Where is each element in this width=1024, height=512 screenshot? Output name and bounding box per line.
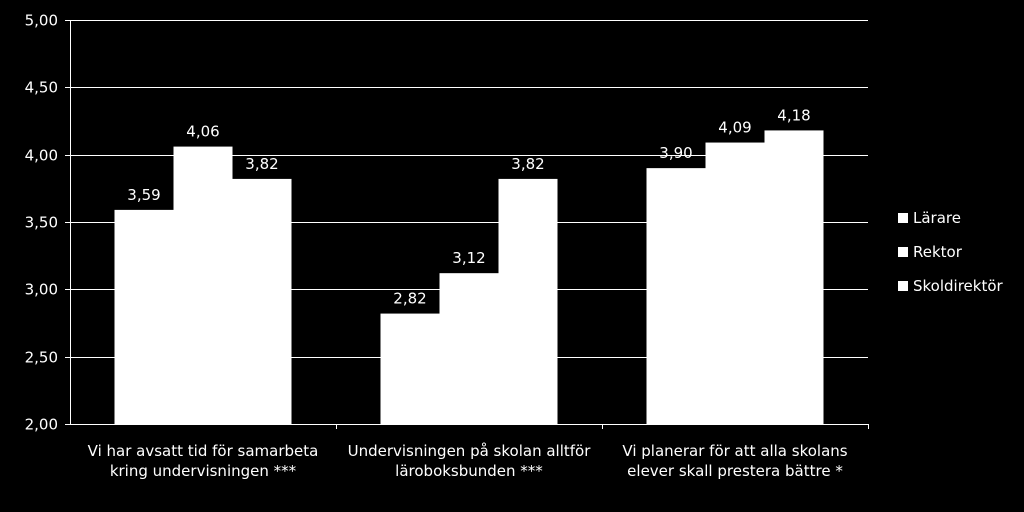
y-tick-label: 3,00 <box>25 281 58 299</box>
legend-swatch <box>898 213 908 223</box>
y-tick-label: 4,00 <box>25 147 58 165</box>
y-tick-label: 3,50 <box>25 214 58 232</box>
bar <box>173 146 233 424</box>
legend: Lärare Rektor Skoldirektör <box>898 209 1004 295</box>
data-labels: 3,59 4,06 3,82 2,82 3,12 3,82 3,90 4,09 4,18 <box>127 106 810 307</box>
legend-swatch <box>898 247 908 257</box>
category-label: elever skall prestera bättre * <box>627 462 843 480</box>
category-label: läroboksbunden *** <box>395 462 543 480</box>
category-label: kring undervisningen *** <box>110 462 297 480</box>
bar <box>705 142 765 424</box>
y-tick-label: 4,50 <box>25 79 58 97</box>
category-label: Undervisningen på skolan alltför <box>348 442 592 460</box>
legend-swatch <box>898 281 908 291</box>
category-label: Vi har avsatt tid för samarbeta <box>88 442 319 460</box>
bar <box>498 178 558 424</box>
data-label: 3,82 <box>511 155 544 173</box>
data-label: 4,18 <box>777 106 810 124</box>
data-label: 3,90 <box>659 144 692 162</box>
legend-label: Skoldirektör <box>913 277 1004 295</box>
bar <box>764 130 824 424</box>
y-tick-label: 2,50 <box>25 349 58 367</box>
data-label: 2,82 <box>393 290 426 308</box>
data-label: 4,09 <box>718 119 751 137</box>
legend-label: Lärare <box>913 209 961 227</box>
bar <box>232 178 292 424</box>
data-label: 4,06 <box>186 123 219 141</box>
bar <box>380 313 440 424</box>
legend-label: Rektor <box>913 243 963 261</box>
bar <box>646 168 706 424</box>
data-label: 3,82 <box>245 155 278 173</box>
data-label: 3,59 <box>127 186 160 204</box>
data-label: 3,12 <box>452 249 485 267</box>
y-tick-label: 2,00 <box>25 416 58 434</box>
bars <box>114 130 824 424</box>
bar <box>114 209 174 424</box>
bar <box>439 273 499 424</box>
category-label: Vi planerar för att alla skolans <box>622 442 847 460</box>
y-tick-label: 5,00 <box>25 12 58 30</box>
axes: 2,00 2,50 3,00 3,50 4,00 4,50 5,00 Vi har avsat… <box>25 12 869 480</box>
